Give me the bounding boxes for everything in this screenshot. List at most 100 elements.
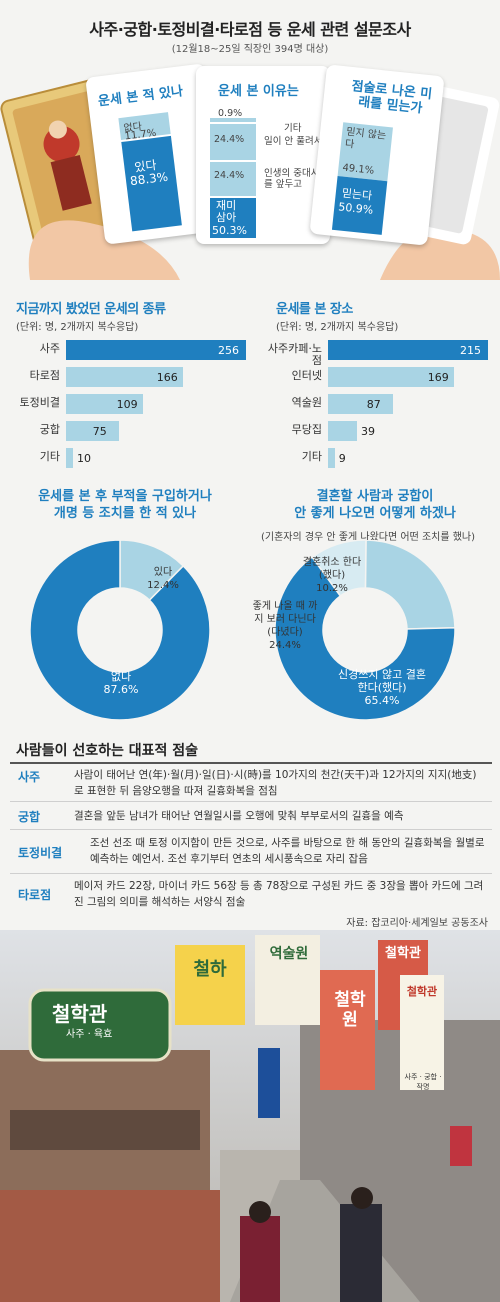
- bar-right-title: 운세를 본 장소: [276, 302, 353, 317]
- pie-slice: [274, 556, 456, 720]
- left-hand-shape: [28, 220, 180, 280]
- sign-text-5: 역술원: [269, 946, 309, 962]
- card3-no-label: 믿지 않는다: [344, 126, 387, 151]
- bar-label: 사주카페·노점: [267, 342, 322, 367]
- bar-left-unit: (단위: 명, 2개까지 복수응답): [16, 322, 139, 333]
- sign-text-3: 철학원: [334, 990, 366, 1030]
- pie-left-no: 없다 87.6%: [96, 670, 146, 696]
- table-title: 사람들이 선호하는 대표적 점술: [16, 743, 199, 759]
- bar-label: 사주: [39, 342, 60, 355]
- card2-bar-fun: [210, 198, 256, 238]
- pie-left-title-line1: 운세를 본 후 부적을 구입하거나: [38, 489, 212, 504]
- bar-chart-left: 사주 256 타로점 166 토정비결 109 궁합 75 기타 10: [0, 338, 250, 478]
- pie-slice: [29, 540, 211, 720]
- card-reasons: 운세 본 이유는 0.9% 기타 24.4% 일이 안 풀려서 24.4% 인생…: [196, 66, 330, 244]
- bar-label: 기타: [39, 450, 60, 463]
- bar-value-label: 87: [366, 398, 381, 411]
- card2-bar-etc: [210, 118, 256, 122]
- bar-label: 인터넷: [291, 369, 322, 382]
- bar-label: 무당집: [291, 423, 322, 436]
- pie-right-a-label: 결혼취소 한다(했다): [302, 557, 362, 581]
- pie-left-title: 운세를 본 후 부적을 구입하거나 개명 등 조치를 한 적 있나: [0, 488, 250, 522]
- bar-value-label: 256: [218, 344, 239, 357]
- pie-left-no-label: 없다: [110, 670, 132, 683]
- bar: [328, 421, 358, 441]
- card3-title: 점술로 나온 미래를 믿는가: [350, 79, 433, 117]
- pie-right-b-label: 좋게 나올 때 까지 보러 다닌다 (다녔다): [252, 601, 318, 638]
- bar-value-label: 39: [361, 425, 376, 438]
- bar-left-title: 지금까지 봤었던 운세의 종류: [16, 302, 166, 317]
- bar: [328, 394, 393, 414]
- card2-pct-bad: 24.4%: [214, 134, 245, 145]
- page-title: 사주·궁합·토정비결·타로점 등 운세 관련 설문조사: [89, 20, 411, 39]
- card2-label-major: 인생의 중대사를 앞두고: [264, 168, 320, 190]
- bar: [66, 367, 183, 387]
- pie-left-no-pct: 87.6%: [103, 683, 139, 696]
- bar: [66, 421, 119, 441]
- card2-label-bad: 일이 안 풀려서: [264, 136, 323, 147]
- card2-bar-bad: [210, 124, 256, 160]
- bar-value-label: 169: [427, 371, 449, 384]
- sign-text-1: 철학관: [52, 1002, 108, 1026]
- pie-right-c: 신경쓰지 않고 결혼한다(했다) 65.4%: [336, 668, 428, 707]
- card2-label-etc: 기타: [284, 123, 302, 134]
- table-row-key: 토정비결: [18, 846, 63, 860]
- pie-right-b: 좋게 나올 때 까지 보러 다닌다 (다녔다) 24.4%: [252, 600, 318, 652]
- table-top-rule: [10, 762, 492, 764]
- table-row-desc: 결혼을 앞둔 남녀가 태어난 연월일시를 오행에 맞춰 부부로서의 길흉을 예측: [74, 810, 404, 822]
- sign-text-6: 철학관: [385, 946, 421, 961]
- bar-value-label: 215: [460, 344, 481, 357]
- pie-left-yes-pct: 12.4%: [147, 580, 179, 591]
- table-row-key: 타로점: [18, 888, 52, 902]
- card2-main-label: 재미 삼아: [216, 199, 237, 224]
- pie-right-c-pct: 65.4%: [364, 694, 400, 707]
- sign-text-7: 철학관: [406, 985, 438, 998]
- card2-main-pct: 50.3%: [212, 224, 247, 237]
- bar-value-label: 166: [156, 371, 178, 384]
- bar-value-label: 109: [116, 398, 138, 411]
- pie-right-b-pct: 24.4%: [269, 640, 301, 651]
- pie-right-a: 결혼취소 한다(했다) 10.2%: [300, 556, 364, 595]
- table-row-desc: 사람이 태어난 연(年)·월(月)·일(日)·시(時)를 10가지의 천간(天干…: [74, 769, 477, 797]
- pie-right-c-label: 신경쓰지 않고 결혼한다(했다): [338, 668, 426, 694]
- sign-text-2: 사주 · 육효: [66, 1029, 113, 1040]
- bar-label: 타로점: [29, 369, 60, 382]
- pie-right-title: 결혼할 사람과 궁합이 안 좋게 나오면 어떻게 하겠나: [250, 488, 500, 522]
- pie-right-title-line1: 결혼할 사람과 궁합이: [316, 489, 434, 504]
- table-row-desc: 조선 선조 때 토정 이지함이 만든 것으로, 사주를 바탕으로 한 해 동안의…: [90, 837, 485, 865]
- card1-title: 운세 본 적 있나: [97, 84, 184, 110]
- bar-chart-right: 사주카페·노점 215 인터넷 169 역술원 87 무당집 39 기타 9: [250, 338, 500, 478]
- table-row-key: 궁합: [18, 810, 41, 824]
- table-row: 토정비결 조선 선조 때 토정 이지함이 만든 것으로, 사주를 바탕으로 한 …: [10, 830, 492, 874]
- sign-text-4: 철하: [193, 959, 227, 980]
- table-row-key: 사주: [18, 770, 41, 784]
- bar: [66, 340, 246, 360]
- bar: [328, 340, 488, 360]
- source-note: 자료: 잡코리아·세계일보 공동조사: [346, 918, 488, 929]
- bar: [328, 448, 335, 468]
- card2-pct-etc: 0.9%: [218, 108, 243, 119]
- pie-chart-right: [274, 540, 456, 720]
- bar-value-label: 10: [77, 452, 92, 465]
- bar-right-unit: (단위: 명, 2개까지 복수응답): [276, 322, 399, 333]
- bar-label: 궁합: [39, 423, 60, 436]
- table-row-desc: 메이저 카드 22장, 마이너 카드 56장 등 총 78장으로 구성된 카드 …: [74, 880, 484, 908]
- pie-left-title-line2: 개명 등 조치를 한 적 있나: [53, 506, 197, 521]
- card2-pct-major: 24.4%: [214, 170, 245, 181]
- pie-right-a-pct: 10.2%: [316, 583, 348, 594]
- bar-value-label: 9: [338, 452, 346, 465]
- bar: [66, 448, 74, 468]
- bar-label: 역술원: [291, 396, 322, 409]
- pie-slice: [364, 540, 456, 630]
- street-photo: [0, 930, 500, 1302]
- card-belief: 점술로 나온 미래를 믿는가 믿지 않는다 49.1% 믿는다 50.9%: [309, 64, 445, 246]
- card2-title: 운세 본 이유는: [218, 84, 299, 99]
- bar-label: 토정비결: [19, 396, 60, 409]
- pie-chart-left: [29, 540, 211, 720]
- pie-right-title-line2: 안 좋게 나오면 어떻게 하겠나: [294, 506, 456, 521]
- bar: [328, 367, 454, 387]
- bar-label: 기타: [301, 450, 322, 463]
- pie-right-note: (기혼자의 경우 안 좋게 나왔다면 어떤 조치를 했나): [260, 532, 476, 543]
- bar-value-label: 75: [92, 425, 107, 438]
- table-row: 궁합 결혼을 앞둔 남녀가 태어난 연월일시를 오행에 맞춰 부부로서의 길흉을…: [10, 802, 492, 830]
